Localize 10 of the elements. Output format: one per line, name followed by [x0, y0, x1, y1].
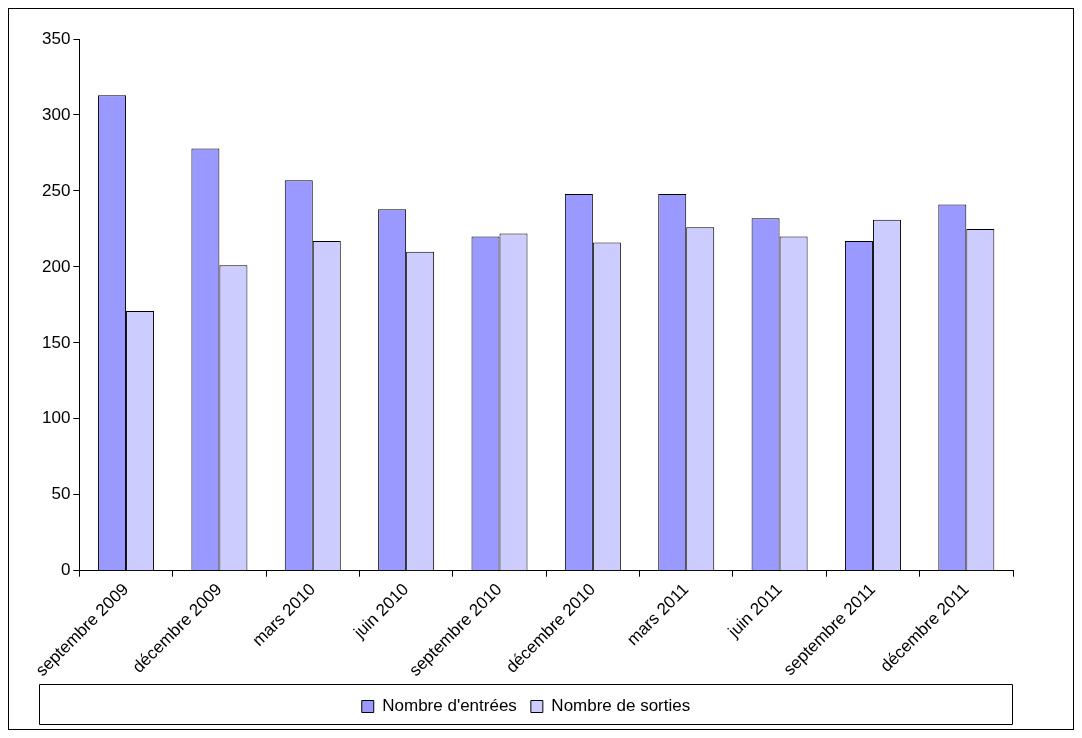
- legend-label: Nombre d'entrées: [382, 696, 517, 716]
- y-tick-label: 300: [41, 104, 71, 124]
- legend-label: Nombre de sorties: [551, 696, 691, 716]
- y-tick-label: 350: [41, 28, 71, 48]
- y-tick-label: 0: [60, 560, 71, 580]
- y-tick-label: 250: [41, 180, 71, 200]
- y-tick-label: 150: [41, 332, 71, 352]
- y-tick-label: 100: [41, 408, 71, 428]
- y-tick-label: 200: [41, 256, 71, 276]
- y-tick-label: 50: [51, 484, 71, 504]
